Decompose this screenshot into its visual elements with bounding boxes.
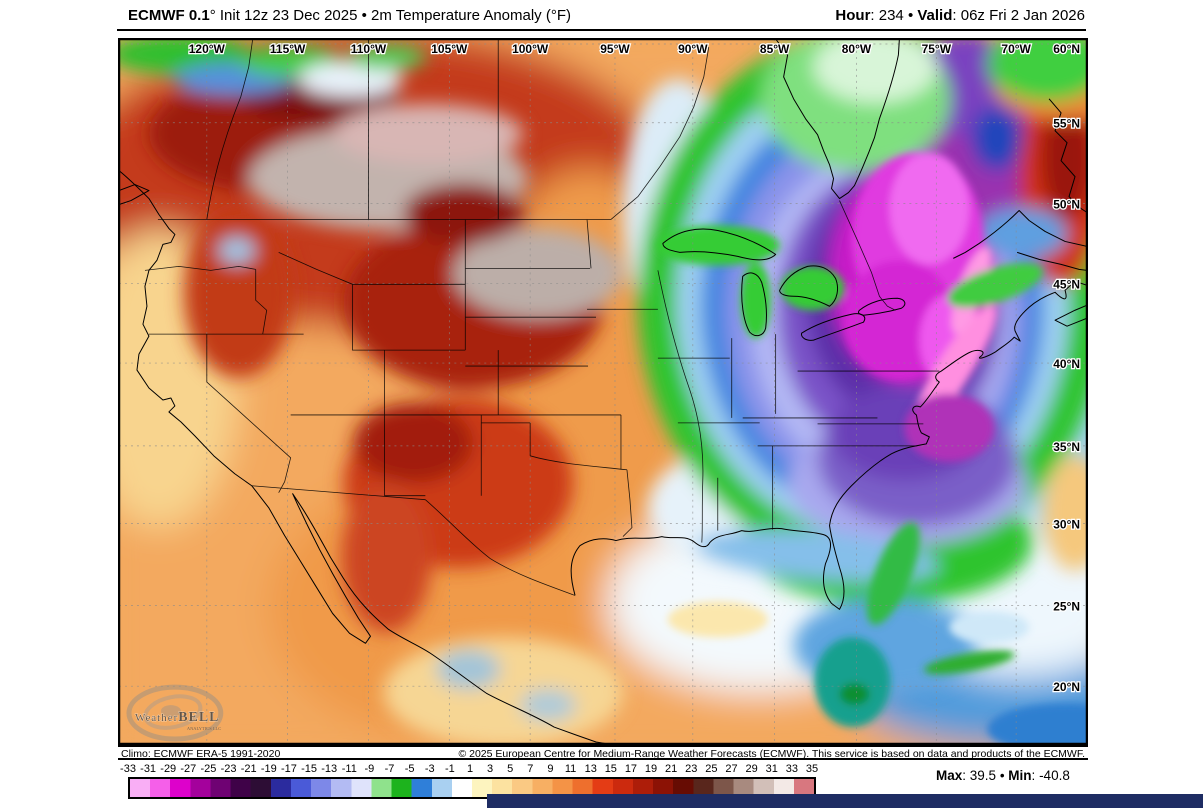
colorbar-tick-label: -29 [160,763,177,775]
title-detail: ° Init 12z 23 Dec 2025 • 2m Temperature … [209,7,571,24]
lon-label: 120°W [189,42,226,56]
valid-time: Hour: 234 • Valid: 06z Fri 2 Jan 2026 [835,7,1085,24]
map-title: ECMWF 0.1° Init 12z 23 Dec 2025 • 2m Tem… [128,7,571,24]
lon-label: 95°W [600,42,630,56]
map-frame [119,39,1087,744]
lat-label: 25°N [1053,599,1080,613]
lat-label: 20°N [1053,680,1080,694]
political-borders [144,39,940,596]
colorbar-tick-label: 13 [584,763,597,775]
header-divider [117,29,1086,31]
lon-label: 90°W [678,42,708,56]
copyright-text: © 2025 European Centre for Medium-Range … [458,748,1085,760]
colorbar-tick-label: 29 [745,763,758,775]
valid-label: Valid [917,7,953,24]
lat-label: 55°N [1053,117,1080,131]
colorbar-tick-label: 11 [564,763,577,775]
lon-label: 70°W [1001,42,1031,56]
colorbar-tick-label: -15 [301,763,317,775]
colorbar-tick-label: -21 [240,763,257,775]
lat-label: 60°N [1053,42,1080,56]
colorbar-tick-label: -27 [180,763,197,775]
bottom-timeline-bar[interactable] [487,794,1203,808]
colorbar-tick-label: 9 [547,763,554,775]
colorbar-tick-label: -1 [444,763,455,775]
max-min-readout: Max: 39.5 • Min: -40.8 [936,768,1070,783]
lon-label: 75°W [922,42,952,56]
lon-label: 115°W [270,42,306,56]
colorbar-tick-label: 33 [785,763,798,775]
colorbar-tick-label: 31 [765,763,778,775]
colorbar-tick-label: -5 [404,763,415,775]
colorbar-tick-label: -7 [384,763,395,775]
colorbar-labels: -33 -31 -29 -27 -25 -23 -21 -19 -17 -15 -13 -11 -9 -7… [120,763,818,776]
lat-label: 45°N [1053,277,1080,291]
lon-label: 80°W [842,42,872,56]
colorbar-tick-label: -33 [120,763,136,775]
lat-label: 35°N [1053,440,1080,454]
svg-text:WeatherBELL: WeatherBELL [135,710,220,725]
climo-text: Climo: ECMWF ERA-5 1991-2020 [121,748,281,760]
valid-value: 06z Fri 2 Jan 2026 [960,7,1085,24]
colorbar-gradient [128,777,816,799]
colorbar-tick-label: 27 [725,763,738,775]
colorbar-tick-label: -19 [260,763,277,775]
coastlines [119,39,1087,744]
colorbar-tick-label: -9 [364,763,375,775]
lon-label: 105°W [431,42,468,56]
colorbar-tick-label: -31 [140,763,157,775]
colorbar-tick-label: 25 [705,763,718,775]
colorbar-tick-label: 23 [685,763,698,775]
colorbar-tick-label: -17 [280,763,297,775]
colorbar-tick-label: -25 [200,763,217,775]
min-label: Min [1008,768,1032,783]
attribution-strip: Climo: ECMWF ERA-5 1991-2020 © 2025 Euro… [118,745,1088,760]
colorbar-tick-label: 21 [665,763,678,775]
graticule-labels: 120°W 115°W 110°W 105°W 100°W 95°W 90°W … [188,41,1082,696]
lon-label: 110°W [351,42,387,56]
colorbar-tick-label: 7 [527,763,534,775]
anomaly-map: 120°W 115°W 110°W 105°W 100°W 95°W 90°W … [118,38,1088,745]
lon-label: 100°W [512,42,549,56]
lon-label: 85°W [760,42,790,56]
lat-label: 40°N [1053,357,1080,371]
colorbar-tick-label: 15 [604,763,617,775]
colorbar-tick-label: -3 [424,763,435,775]
colorbar-tick-label: -13 [321,763,338,775]
max-value: 39.5 [969,768,997,783]
title-model: ECMWF 0.1 [128,7,210,24]
min-value: -40.8 [1039,768,1070,783]
colorbar-tick-label: -23 [220,763,237,775]
max-label: Max [936,768,963,783]
colorbar-tick-label: 17 [624,763,638,775]
colorbar-tick-label: 1 [466,763,474,775]
colorbar-tick-label: 35 [805,763,819,775]
colorbar-tick-label: -11 [341,763,357,775]
svg-text:ANALYTICS LLC: ANALYTICS LLC [187,726,221,731]
hour-value: 234 [878,7,904,24]
anomaly-map-svg: 120°W 115°W 110°W 105°W 100°W 95°W 90°W … [119,39,1087,744]
hour-label: Hour [835,7,871,24]
lat-label: 30°N [1053,518,1080,532]
colorbar-tick-label: 5 [507,763,514,775]
colorbar-tick-label: 3 [487,763,494,775]
colorbar-tick-label: 19 [644,763,658,775]
weatherbell-logo: WeatherBELL ANALYTICS LLC [126,684,224,742]
lat-label: 50°N [1053,198,1080,212]
